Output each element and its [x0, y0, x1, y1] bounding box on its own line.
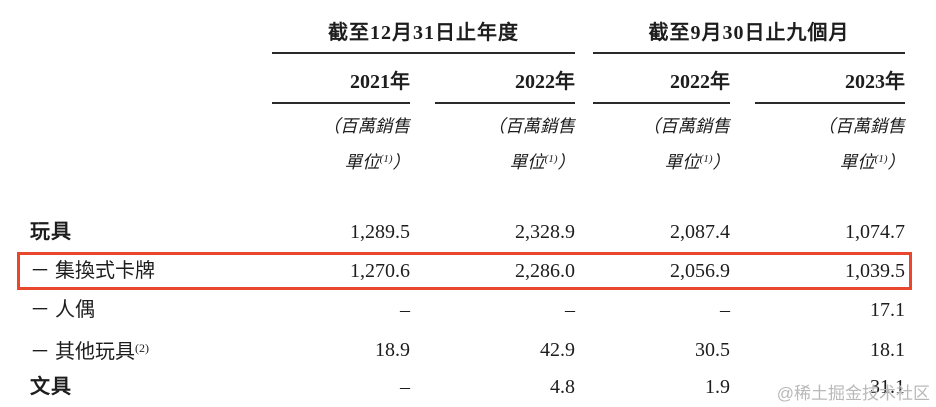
value-cell: 1,074.7 [845, 221, 905, 243]
year-header-row: 2021年 2022年 2022年 2023年 [0, 54, 936, 104]
unit-note-line2: 單位 [839, 152, 875, 172]
unit-note-close: ） [712, 152, 731, 172]
value-cell: 2,286.0 [515, 259, 575, 282]
unit-note-line1: （百萬銷售 [817, 116, 906, 136]
value-cell: 18.9 [375, 339, 410, 362]
value-cell: 1.9 [705, 376, 730, 399]
unit-note-row: （百萬銷售 單位(1)） （百萬銷售 單位(1)） （百萬銷售 單位(1)） （… [0, 104, 936, 179]
year-header-2022a: 2022年 [435, 54, 575, 104]
unit-note: （百萬銷售 單位(1)） [272, 104, 411, 179]
unit-note-line1: （百萬銷售 [642, 116, 731, 136]
table-row-stationery: 文具 – 4.8 1.9 31.1 [0, 368, 936, 407]
unit-note-line1: （百萬銷售 [322, 116, 411, 136]
value-cell: – [565, 298, 575, 321]
row-label-figures: － 人偶 [30, 298, 95, 321]
row-label-stationery: 文具 [30, 376, 72, 399]
row-label-other-toys: － 其他玩具(2) [0, 329, 272, 372]
value-cell: 2,087.4 [670, 221, 730, 243]
header-group-row: 截至12月31日止年度 截至9月30日止九個月 [0, 16, 936, 54]
table-body: 玩具 1,289.5 2,328.9 2,087.4 1,074.7 － 集換式… [0, 213, 936, 407]
unit-note-close: ） [392, 152, 411, 172]
value-cell: 2,056.9 [670, 259, 730, 282]
unit-note-close: ） [557, 152, 576, 172]
value-cell: – [400, 298, 410, 321]
value-cell: 31.1 [870, 376, 905, 399]
value-cell: 18.1 [870, 339, 905, 362]
unit-note-line2: 單位 [509, 152, 545, 172]
value-cell: – [720, 298, 730, 321]
footnote-ref-1: (1) [699, 153, 713, 165]
column-group-title-year-ended: 截至12月31日止年度 [272, 16, 575, 54]
watermark: @稀土掘金技术社区 [776, 384, 930, 403]
value-cell: 1,289.5 [350, 221, 410, 243]
footnote-ref-1: (1) [874, 153, 888, 165]
value-cell: 4.8 [550, 376, 575, 399]
value-cell: 30.5 [695, 339, 730, 362]
year-header-2023: 2023年 [755, 54, 905, 104]
value-cell: 1,039.5 [845, 259, 905, 282]
year-header-2022b: 2022年 [593, 54, 730, 104]
unit-note: （百萬銷售 單位(1)） [435, 104, 576, 179]
year-header-2021: 2021年 [272, 54, 410, 104]
value-cell: 1,270.6 [350, 259, 410, 282]
value-cell: 42.9 [540, 339, 575, 362]
row-label-trading-cards: － 集換式卡牌 [30, 259, 155, 282]
row-label-text: － 其他玩具 [30, 341, 135, 364]
footnote-ref-2: (2) [135, 341, 149, 356]
column-group-title-nine-months: 截至9月30日止九個月 [593, 16, 905, 54]
value-cell: 2,328.9 [515, 221, 575, 243]
table-row-trading-cards-highlighted: － 集換式卡牌 1,270.6 2,286.0 2,056.9 1,039.5 [0, 251, 936, 291]
footnote-ref-1: (1) [379, 153, 393, 165]
value-cell: 17.1 [870, 298, 905, 321]
unit-note-close: ） [887, 152, 906, 172]
unit-note-line1: （百萬銷售 [487, 116, 576, 136]
unit-note-line2: 單位 [344, 152, 380, 172]
table-row-other-toys: － 其他玩具(2) 18.9 42.9 30.5 18.1 [0, 329, 936, 368]
unit-note: （百萬銷售 單位(1)） [755, 104, 906, 179]
table-row-figures: － 人偶 – – – 17.1 [0, 291, 936, 330]
row-label-toys: 玩具 [30, 221, 72, 243]
table-row-toys: 玩具 1,289.5 2,328.9 2,087.4 1,074.7 [0, 213, 936, 252]
unit-note: （百萬銷售 單位(1)） [593, 104, 731, 179]
unit-note-line2: 單位 [664, 152, 700, 172]
footnote-ref-1: (1) [544, 153, 558, 165]
value-cell: – [400, 376, 410, 399]
